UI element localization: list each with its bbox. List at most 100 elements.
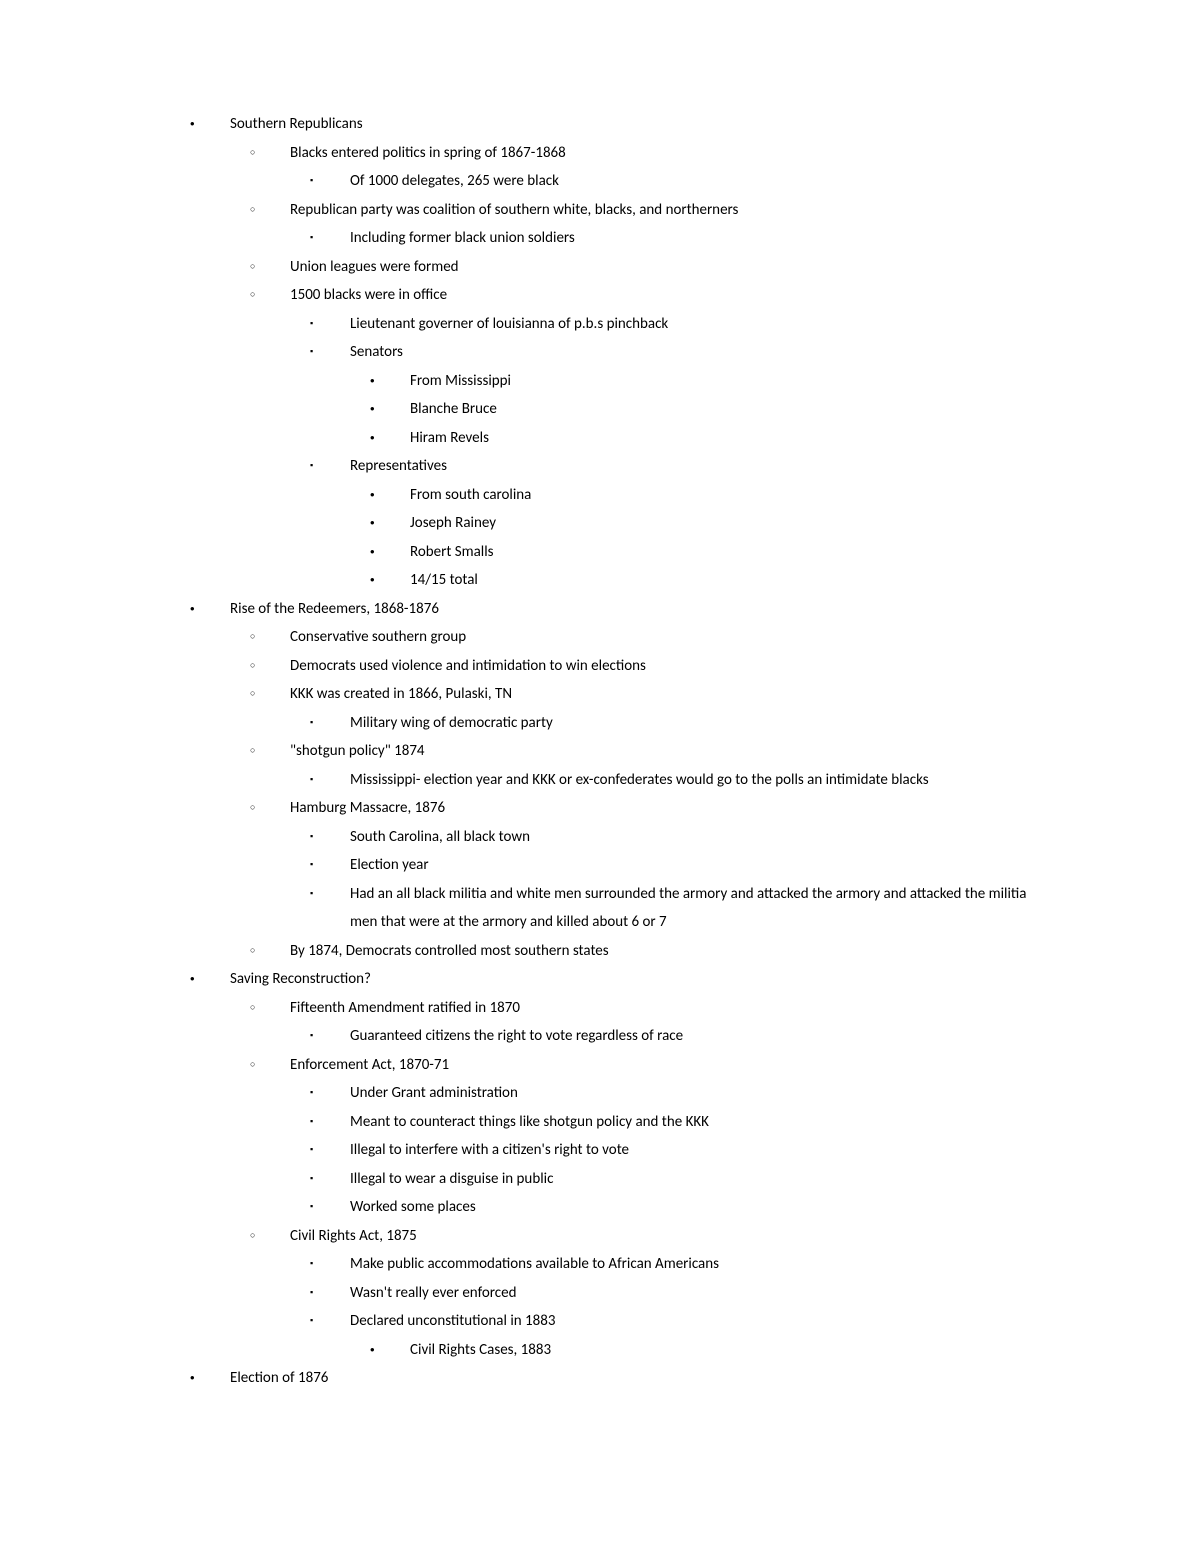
outline-item: South Carolina, all black town	[310, 823, 1050, 852]
square-bullet-icon	[310, 851, 330, 880]
outline-item: Guaranteed citizens the right to vote re…	[310, 1022, 1050, 1051]
outline-item-text: Mississippi- election year and KKK or ex…	[350, 771, 929, 789]
disc-bullet-icon	[370, 395, 390, 424]
square-bullet-icon	[310, 880, 330, 909]
outline-item-text: Wasn't really ever enforced	[350, 1284, 516, 1302]
outline-item-text: Illegal to interfere with a citizen's ri…	[350, 1141, 629, 1159]
outline-item: Civil Rights Act, 1875	[250, 1222, 1050, 1251]
outline-item-text: Military wing of democratic party	[350, 714, 553, 732]
outline-item-text: From south carolina	[410, 486, 531, 504]
circle-bullet-icon	[250, 737, 270, 766]
circle-bullet-icon	[250, 1051, 270, 1080]
outline-item: Conservative southern group	[250, 623, 1050, 652]
outline-item-text: Senators	[350, 343, 403, 361]
outline-item-text: KKK was created in 1866, Pulaski, TN	[290, 685, 512, 703]
outline-item-text: Democrats used violence and intimidation…	[290, 657, 646, 675]
outline-item: 14/15 total	[370, 566, 1050, 595]
outline-item-text: Blanche Bruce	[410, 400, 497, 418]
square-bullet-icon	[310, 1165, 330, 1194]
circle-bullet-icon	[250, 196, 270, 225]
square-bullet-icon	[310, 1136, 330, 1165]
outline-item-text: 1500 blacks were in office	[290, 286, 447, 304]
circle-bullet-icon	[250, 281, 270, 310]
outline-item: Under Grant administration	[310, 1079, 1050, 1108]
outline-item-text: Saving Reconstruction?	[230, 970, 371, 988]
square-bullet-icon	[310, 1193, 330, 1222]
outline-item: Worked some places	[310, 1193, 1050, 1222]
outline-item: KKK was created in 1866, Pulaski, TN	[250, 680, 1050, 709]
square-bullet-icon	[310, 1108, 330, 1137]
outline-item: Representatives	[310, 452, 1050, 481]
square-bullet-icon	[310, 1279, 330, 1308]
square-bullet-icon	[310, 823, 330, 852]
outline-item-text: Including former black union soldiers	[350, 229, 575, 247]
disc-bullet-icon	[370, 481, 390, 510]
outline-item-text: Guaranteed citizens the right to vote re…	[350, 1027, 683, 1045]
outline-item: Meant to counteract things like shotgun …	[310, 1108, 1050, 1137]
square-bullet-icon	[310, 1250, 330, 1279]
circle-bullet-icon	[250, 652, 270, 681]
outline-item: Mississippi- election year and KKK or ex…	[310, 766, 1050, 795]
disc-bullet-icon	[190, 110, 210, 139]
square-bullet-icon	[310, 766, 330, 795]
square-bullet-icon	[310, 338, 330, 367]
outline-item-text: By 1874, Democrats controlled most south…	[290, 942, 609, 960]
outline-item: Fifteenth Amendment ratified in 1870	[250, 994, 1050, 1023]
square-bullet-icon	[310, 1307, 330, 1336]
outline-item: From south carolina	[370, 481, 1050, 510]
outline-item: Blanche Bruce	[370, 395, 1050, 424]
outline-item-text: Civil Rights Cases, 1883	[410, 1341, 551, 1359]
outline-item: Rise of the Redeemers, 1868-1876	[190, 595, 1050, 624]
outline-item-text: 14/15 total	[410, 571, 478, 589]
outline-item: Declared unconstitutional in 1883	[310, 1307, 1050, 1336]
outline-item: Lieutenant governer of louisianna of p.b…	[310, 310, 1050, 339]
outline-item: Illegal to interfere with a citizen's ri…	[310, 1136, 1050, 1165]
circle-bullet-icon	[250, 139, 270, 168]
outline-item-text: Republican party was coalition of southe…	[290, 201, 738, 219]
outline-item: Election year	[310, 851, 1050, 880]
outline-item-text: Civil Rights Act, 1875	[290, 1227, 417, 1245]
outline-item: Union leagues were formed	[250, 253, 1050, 282]
outline-item: Wasn't really ever enforced	[310, 1279, 1050, 1308]
outline-item: Hamburg Massacre, 1876	[250, 794, 1050, 823]
outline-item: "shotgun policy" 1874	[250, 737, 1050, 766]
outline-item: From Mississippi	[370, 367, 1050, 396]
outline-item: Southern Republicans	[190, 110, 1050, 139]
square-bullet-icon	[310, 167, 330, 196]
outline-item-text: From Mississippi	[410, 372, 511, 390]
disc-bullet-icon	[370, 509, 390, 538]
disc-bullet-icon	[370, 424, 390, 453]
square-bullet-icon	[310, 310, 330, 339]
circle-bullet-icon	[250, 1222, 270, 1251]
circle-bullet-icon	[250, 680, 270, 709]
circle-bullet-icon	[250, 623, 270, 652]
outline-item: Military wing of democratic party	[310, 709, 1050, 738]
outline-item-text: Meant to counteract things like shotgun …	[350, 1113, 709, 1131]
outline-item-text: Union leagues were formed	[290, 258, 459, 276]
outline-item: Robert Smalls	[370, 538, 1050, 567]
outline-item-text: Declared unconstitutional in 1883	[350, 1312, 555, 1330]
outline-item-text: Rise of the Redeemers, 1868-1876	[230, 600, 439, 618]
outline-item: Senators	[310, 338, 1050, 367]
outline-item-text: Make public accommodations available to …	[350, 1255, 719, 1273]
outline-item-text: Lieutenant governer of louisianna of p.b…	[350, 315, 668, 333]
disc-bullet-icon	[370, 1336, 390, 1365]
circle-bullet-icon	[250, 994, 270, 1023]
outline-item: Had an all black militia and white men s…	[310, 880, 1050, 937]
disc-bullet-icon	[190, 1364, 210, 1393]
disc-bullet-icon	[190, 595, 210, 624]
circle-bullet-icon	[250, 937, 270, 966]
outline-item: By 1874, Democrats controlled most south…	[250, 937, 1050, 966]
outline-item: Illegal to wear a disguise in public	[310, 1165, 1050, 1194]
outline-item-text: Of 1000 delegates, 265 were black	[350, 172, 559, 190]
outline-item-text: Robert Smalls	[410, 543, 494, 561]
outline-item-text: Joseph Rainey	[410, 514, 496, 532]
outline-item-text: South Carolina, all black town	[350, 828, 530, 846]
square-bullet-icon	[310, 224, 330, 253]
outline-item-text: Illegal to wear a disguise in public	[350, 1170, 553, 1188]
outline-item: Election of 1876	[190, 1364, 1050, 1393]
outline-item-text: Blacks entered politics in spring of 186…	[290, 144, 566, 162]
outline-item: Joseph Rainey	[370, 509, 1050, 538]
outline-item-text: Fifteenth Amendment ratified in 1870	[290, 999, 520, 1017]
circle-bullet-icon	[250, 253, 270, 282]
